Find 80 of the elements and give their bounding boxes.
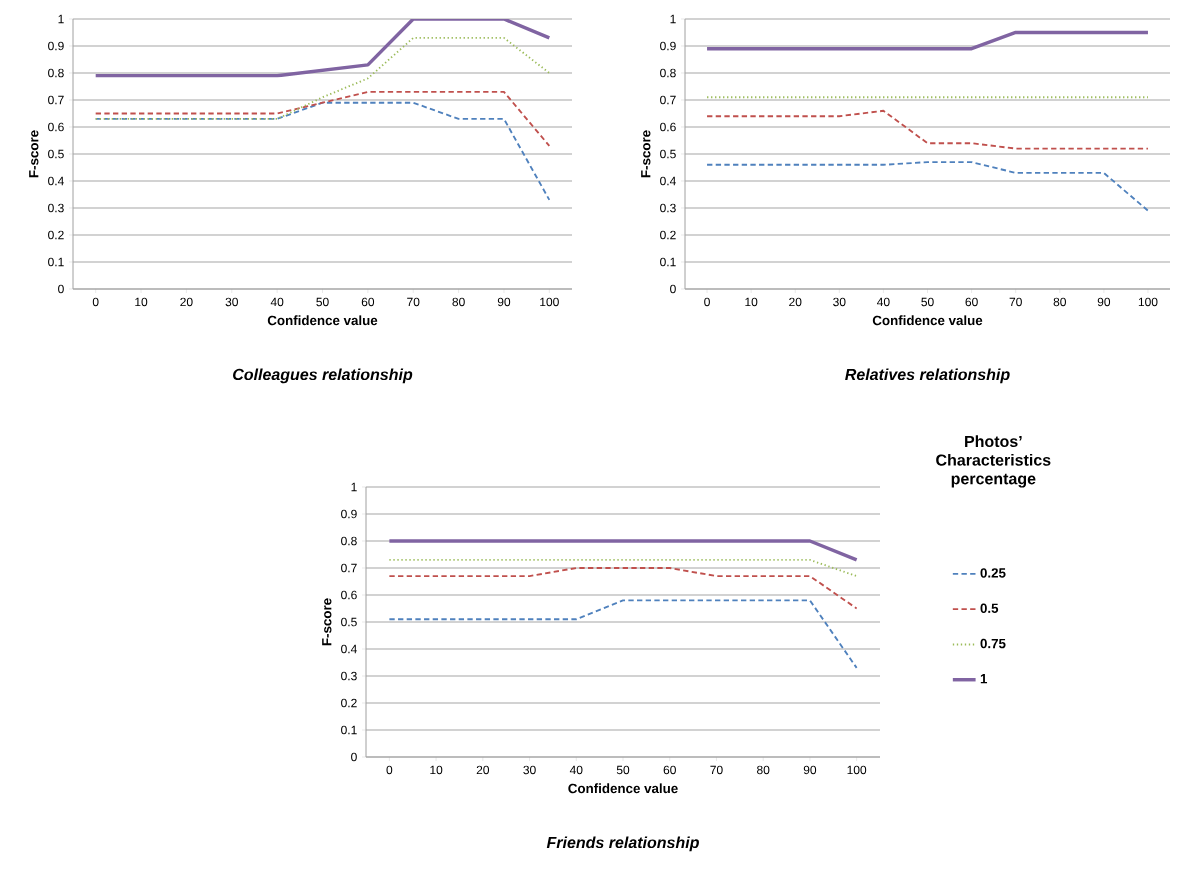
text: Friends relationship xyxy=(546,836,699,852)
x-tick-label: 50 xyxy=(921,297,934,307)
y-tick-label: 0.1 xyxy=(660,257,676,267)
x-tick-label: 70 xyxy=(1009,297,1022,307)
y-tick-label: 0.1 xyxy=(341,725,357,735)
y-tick-label: 0.8 xyxy=(48,68,64,78)
y-axis-title: F-score xyxy=(641,130,651,178)
x-tick-label: 40 xyxy=(877,297,890,307)
x-tick-label: 90 xyxy=(497,297,511,307)
x-tick-label: 80 xyxy=(757,765,770,775)
x-tick-label: 70 xyxy=(710,765,723,775)
legend-label: 0.25 xyxy=(980,568,1006,578)
y-tick-label: 0 xyxy=(670,284,676,294)
x-tick-label: 60 xyxy=(361,297,375,307)
x-tick-label: 90 xyxy=(1097,297,1111,307)
x-tick-label: 70 xyxy=(407,297,420,307)
x-tick-label: 10 xyxy=(135,297,148,307)
x-tick-label: 10 xyxy=(430,765,443,775)
y-tick-label: 0.2 xyxy=(660,230,676,240)
y-tick-label: 0.4 xyxy=(48,176,64,186)
x-tick-label: 30 xyxy=(225,297,238,307)
y-tick-label: 0.2 xyxy=(341,698,357,708)
x-tick-label: 20 xyxy=(180,297,193,307)
x-axis-title: Confidence value xyxy=(568,783,678,794)
legend-label: 0.75 xyxy=(980,638,1006,649)
x-tick-label: 50 xyxy=(316,297,329,307)
x-tick-label: 80 xyxy=(1053,297,1066,307)
y-tick-label: 0 xyxy=(351,752,357,762)
y-tick-label: 0.2 xyxy=(48,230,64,240)
text: Relatives relationship xyxy=(845,368,1010,384)
y-tick-label: 0.8 xyxy=(660,68,676,78)
y-tick-label: 1 xyxy=(670,14,676,24)
x-tick-label: 100 xyxy=(540,297,559,307)
x-axis-title: Confidence value xyxy=(872,315,983,326)
y-tick-label: 0.3 xyxy=(660,203,676,213)
x-tick-label: 100 xyxy=(847,765,867,775)
y-tick-label: 0.5 xyxy=(660,149,676,159)
y-tick-label: 0.4 xyxy=(660,176,676,186)
y-tick-label: 1 xyxy=(58,14,64,24)
legend-label: 0.5 xyxy=(980,603,999,613)
x-tick-label: 100 xyxy=(1138,297,1158,307)
x-tick-label: 30 xyxy=(523,765,536,775)
x-tick-label: 30 xyxy=(833,297,846,307)
x-tick-label: 20 xyxy=(789,297,802,307)
y-tick-label: 0.4 xyxy=(341,644,357,654)
x-tick-label: 0 xyxy=(386,765,393,775)
y-tick-label: 0.7 xyxy=(660,95,676,105)
y-tick-label: 0.8 xyxy=(341,536,357,546)
x-tick-label: 80 xyxy=(452,297,465,307)
x-tick-label: 20 xyxy=(476,765,490,775)
y-tick-label: 0.3 xyxy=(48,203,64,213)
y-tick-label: 0.9 xyxy=(660,41,676,51)
x-axis-title: Confidence value xyxy=(267,315,378,326)
x-tick-label: 0 xyxy=(704,297,710,307)
y-tick-label: 0.7 xyxy=(341,563,357,573)
x-tick-label: 0 xyxy=(92,297,99,307)
x-tick-label: 60 xyxy=(965,297,978,307)
y-tick-label: 0.3 xyxy=(341,671,357,681)
x-tick-label: 40 xyxy=(270,297,284,307)
y-tick-label: 0.6 xyxy=(48,122,64,132)
x-tick-label: 90 xyxy=(803,765,817,775)
y-tick-label: 0.1 xyxy=(48,257,64,267)
y-tick-label: 0 xyxy=(58,284,64,294)
y-tick-label: 0.9 xyxy=(341,509,357,519)
y-tick-label: 0.6 xyxy=(341,590,357,600)
text: Colleagues relationship xyxy=(233,368,413,384)
y-tick-label: 0.5 xyxy=(48,149,64,159)
y-tick-label: 0.5 xyxy=(341,617,357,627)
y-axis-title: F-score xyxy=(29,130,39,178)
legend-label: 1 xyxy=(980,674,988,684)
x-tick-label: 60 xyxy=(663,765,676,775)
y-tick-label: 0.6 xyxy=(660,122,676,132)
x-tick-label: 50 xyxy=(616,765,630,775)
y-tick-label: 1 xyxy=(351,482,357,492)
y-tick-label: 0.9 xyxy=(48,41,64,51)
x-tick-label: 10 xyxy=(745,297,758,307)
legend-title: Photos’ Characteristics percentage xyxy=(936,435,1051,488)
x-tick-label: 40 xyxy=(569,765,583,775)
y-axis-title: F-score xyxy=(322,598,332,646)
y-tick-label: 0.7 xyxy=(48,95,64,105)
